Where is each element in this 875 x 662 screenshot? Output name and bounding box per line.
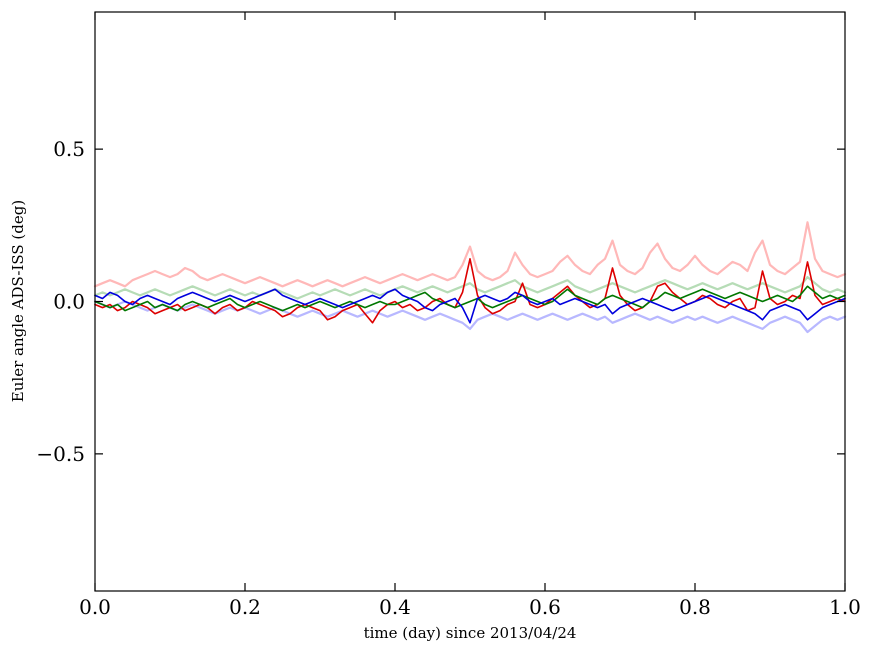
series-line-red: [94, 257, 846, 324]
y-tick-label: −0.5: [36, 442, 85, 466]
series-line-pale-red: [93, 221, 847, 288]
x-tick-label: 0.8: [679, 595, 711, 619]
series-line-blue: [94, 288, 846, 324]
x-tick-label: 0.6: [529, 595, 561, 619]
x-tick-label: 0.0: [79, 595, 111, 619]
series-line-pale-blue: [93, 300, 847, 334]
x-tick-label: 1.0: [829, 595, 861, 619]
y-tick-label: 0.5: [53, 137, 85, 161]
x-tick-label: 0.4: [379, 595, 411, 619]
series-line-green: [94, 285, 846, 312]
series-line-pale-green: [93, 276, 847, 300]
y-axis-label: Euler angle ADS-ISS (deg): [9, 199, 27, 403]
x-axis-label: time (day) since 2013/04/24: [363, 624, 577, 642]
y-tick-label: 0.0: [53, 290, 85, 314]
x-tick-label: 0.2: [229, 595, 261, 619]
